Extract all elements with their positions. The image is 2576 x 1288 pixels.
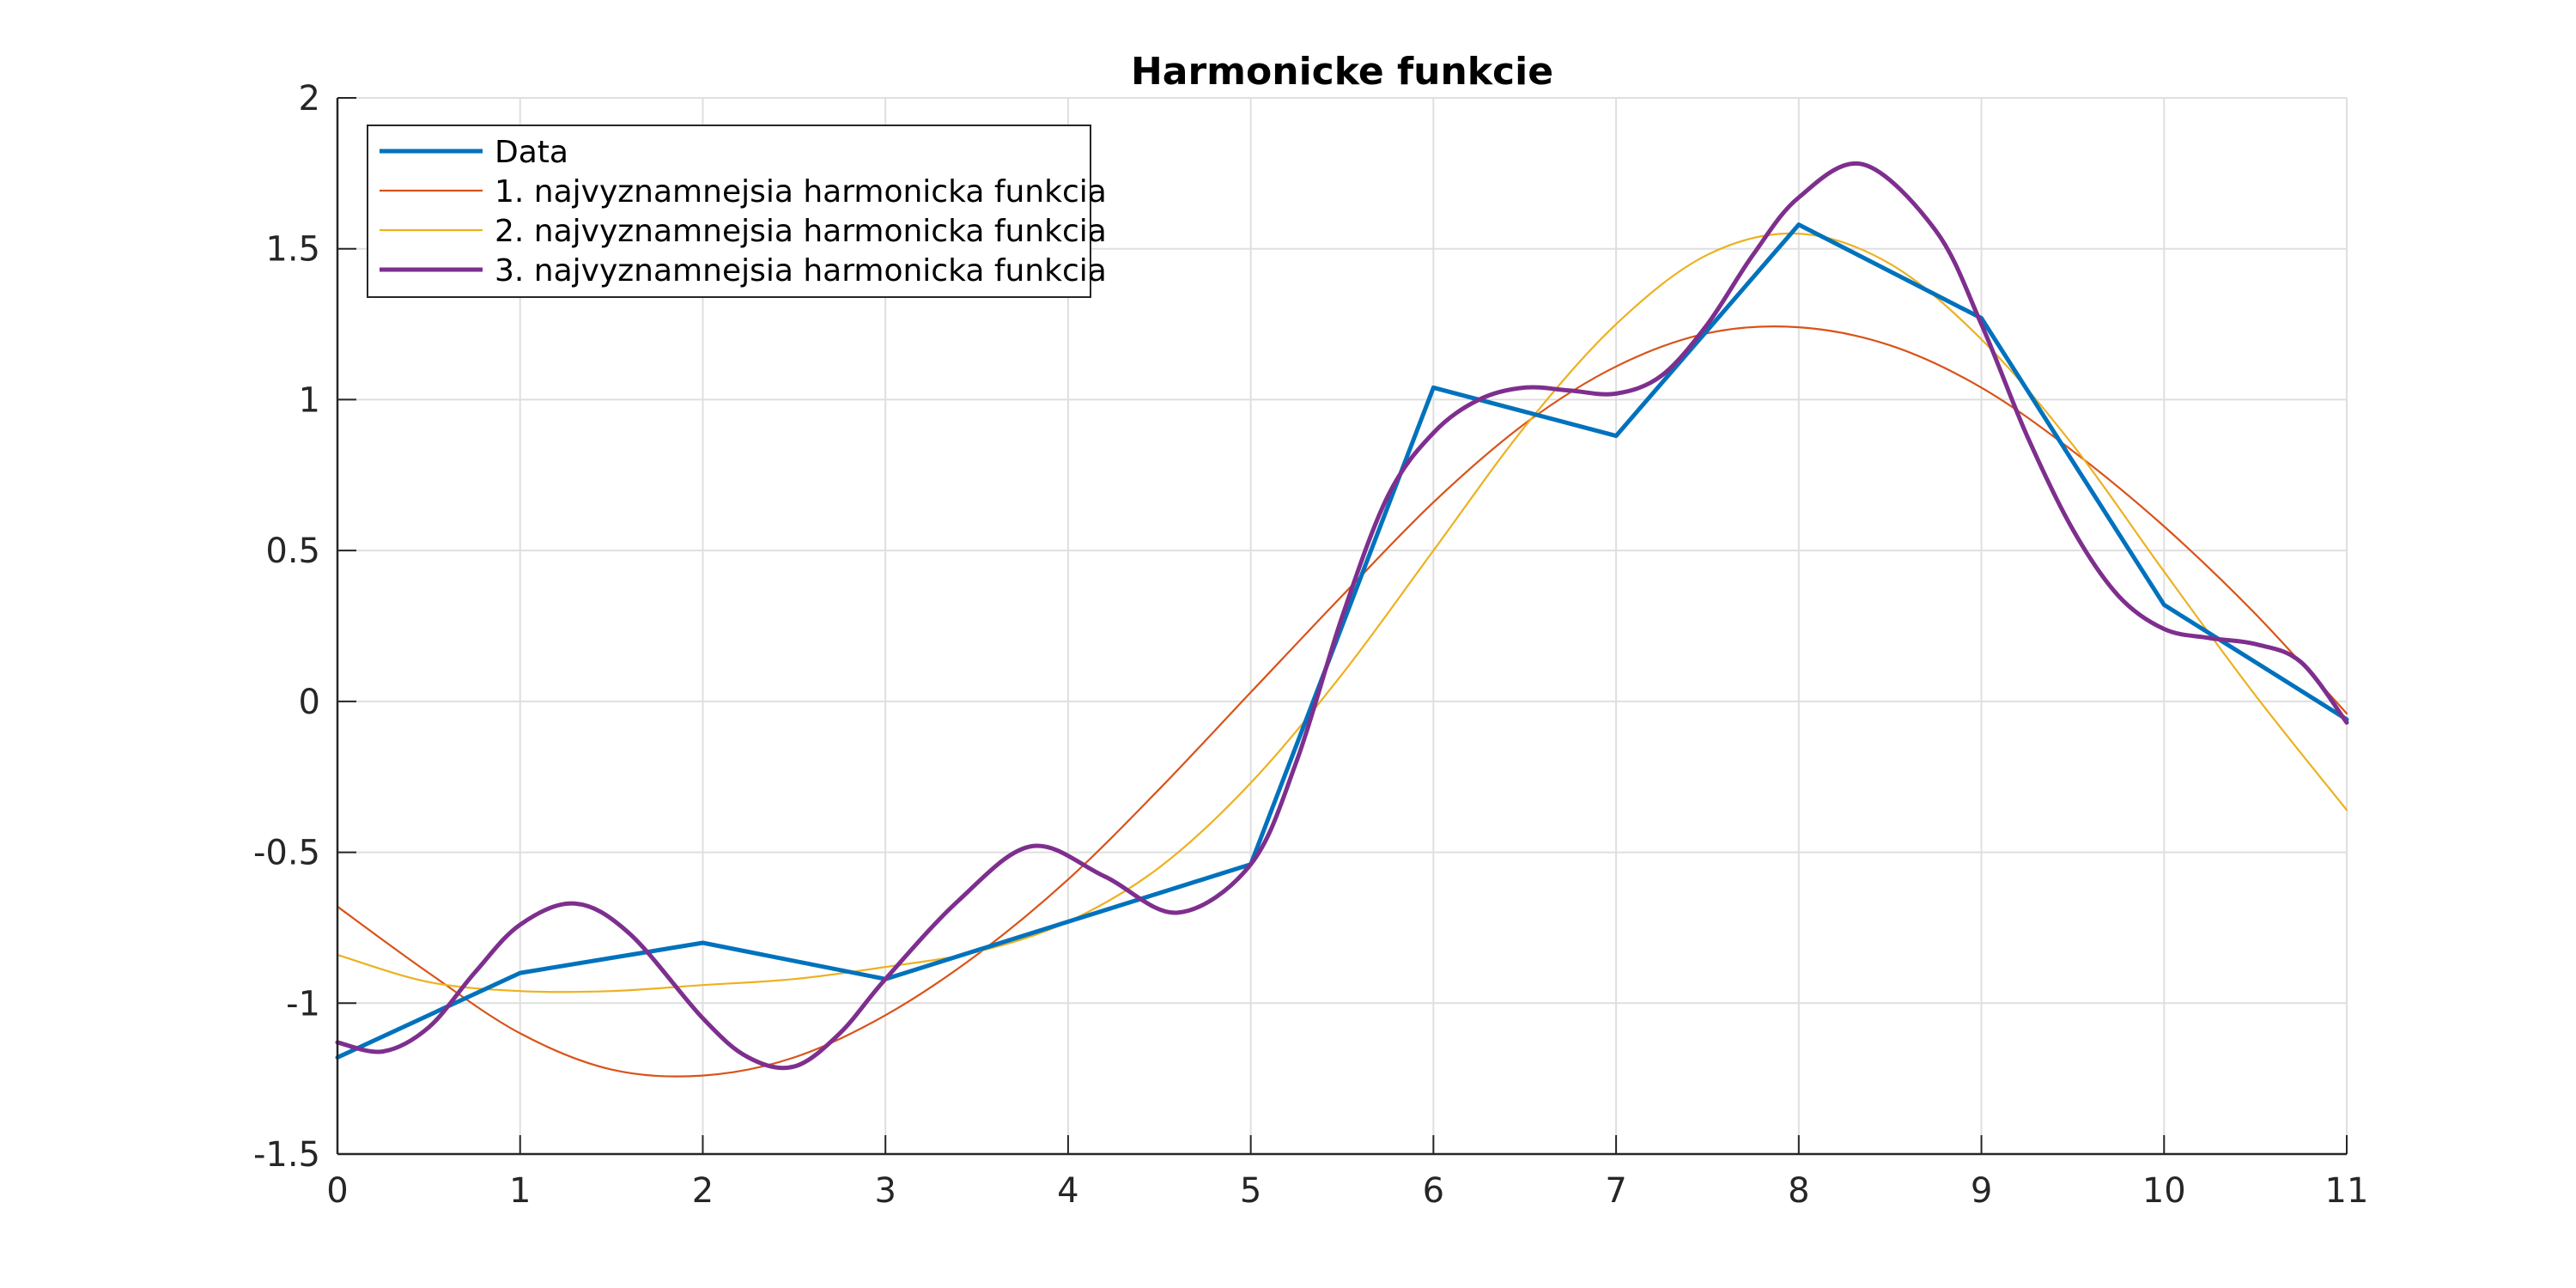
y-tick-label: 0: [299, 683, 320, 722]
x-tick-label: 6: [1423, 1171, 1444, 1211]
y-tick-label: 2: [299, 79, 320, 118]
legend-label-3: 2. najvyznamnejsia harmonicka funkcia: [495, 214, 1107, 249]
y-tick-label: -0.5: [253, 834, 320, 873]
y-tick-label: 1.5: [265, 230, 320, 270]
series-line-1: [335, 222, 2349, 1060]
y-tick-label: 0.5: [265, 532, 320, 571]
x-tick-label: 0: [326, 1171, 348, 1211]
legend-label-1: Data: [495, 135, 568, 170]
x-tick-label: 9: [1971, 1171, 1992, 1211]
y-tick-label: 1: [299, 380, 320, 420]
legend-box: [367, 125, 1091, 298]
x-tick-label: 11: [2325, 1171, 2369, 1211]
series-line-2: [336, 325, 2348, 1078]
x-tick-label: 10: [2142, 1171, 2186, 1211]
x-tick-label: 7: [1605, 1171, 1626, 1211]
x-tick-label: 3: [874, 1171, 896, 1211]
x-tick-label: 8: [1788, 1171, 1809, 1211]
x-tick-label: 5: [1240, 1171, 1261, 1211]
y-tick-label: -1: [286, 984, 320, 1024]
series-layer: [335, 161, 2349, 1078]
y-tick-label: -1.5: [253, 1135, 320, 1175]
legend: Data 1. najvyznamnejsia harmonicka funkci…: [367, 125, 1107, 298]
legend-label-2: 1. najvyznamnejsia harmonicka funkcia: [495, 174, 1107, 210]
axes: [336, 97, 2348, 1156]
x-tick-label: 4: [1057, 1171, 1078, 1211]
series-line-4: [335, 161, 2349, 1071]
legend-label-4: 3. najvyznamnejsia harmonicka funkcia: [495, 253, 1107, 289]
tick-labels: 0 1 2 3 4 5 6 7 8 9 10 11 -1.5 -1 -0.5 0 0.5 1 1.5 2: [253, 79, 2369, 1211]
x-tick-label: 2: [692, 1171, 714, 1211]
chart-title: Harmonicke funkcie: [1131, 50, 1553, 94]
x-tick-label: 1: [509, 1171, 531, 1211]
series-line-3: [336, 232, 2348, 993]
